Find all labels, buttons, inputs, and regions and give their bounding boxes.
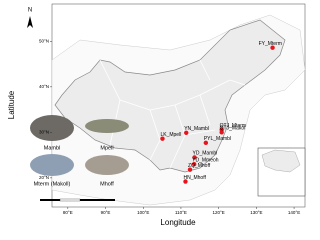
x-tick-label: 100°E [137, 210, 149, 215]
x-tick-label: 110°E [175, 210, 187, 215]
y-axis-label: Latitude [7, 90, 16, 119]
site-label: LK_Mpell [160, 132, 181, 138]
site-point [192, 155, 197, 160]
site-label: YN_Mambl [184, 126, 209, 132]
fish-image [85, 155, 129, 175]
x-tick-label: 120°E [212, 210, 224, 215]
scale-bar [80, 199, 115, 201]
map-figure: Mambl Mpell Mterm (Makoll) Mhoff N Longi… [7, 3, 306, 227]
scale-bar [59, 198, 81, 202]
y-tick-label: 40°N [39, 84, 49, 89]
fish-image [85, 119, 129, 133]
site-label: PYL_Mambl [204, 136, 231, 142]
y-tick-label: 30°N [39, 130, 49, 135]
site-point [191, 162, 197, 167]
site-point [183, 179, 188, 184]
site-point [270, 45, 275, 50]
x-tick-label: 90°E [101, 210, 111, 215]
site-label: FY_Mterm [259, 41, 282, 47]
fish-image [30, 115, 74, 141]
site-point [219, 130, 224, 135]
y-tick-label: 50°N [39, 39, 49, 44]
site-point [184, 130, 189, 136]
site-label: QTJ_Makol [220, 126, 246, 132]
site-label: QTJ_Mterm [220, 123, 246, 129]
fish-label: Mpell [100, 145, 113, 151]
site-label: HN_Mhoff [183, 175, 206, 181]
x-axis-label: Longitude [160, 218, 196, 227]
site-label: YD_Mmeoh [192, 158, 219, 164]
x-tick-label: 140°E [288, 210, 300, 215]
site-label: ZQ_Mhoff [188, 163, 211, 169]
inset-land [261, 149, 301, 173]
site-label: YD_Mambl [193, 151, 218, 157]
site-point [203, 140, 209, 146]
north-arrow [27, 16, 33, 28]
site-point [160, 136, 165, 141]
x-tick-label: 80°E [63, 210, 73, 215]
fish-label: Mhoff [100, 181, 114, 187]
site-point [187, 167, 193, 172]
fish-image [30, 154, 74, 176]
fish-label: Mambl [44, 145, 61, 151]
scale-bar [40, 199, 60, 201]
y-tick-label: 20°N [39, 175, 49, 180]
fish-label: Mterm (Makoll) [34, 181, 71, 187]
x-tick-label: 130°E [250, 210, 262, 215]
north-label: N [28, 8, 32, 14]
